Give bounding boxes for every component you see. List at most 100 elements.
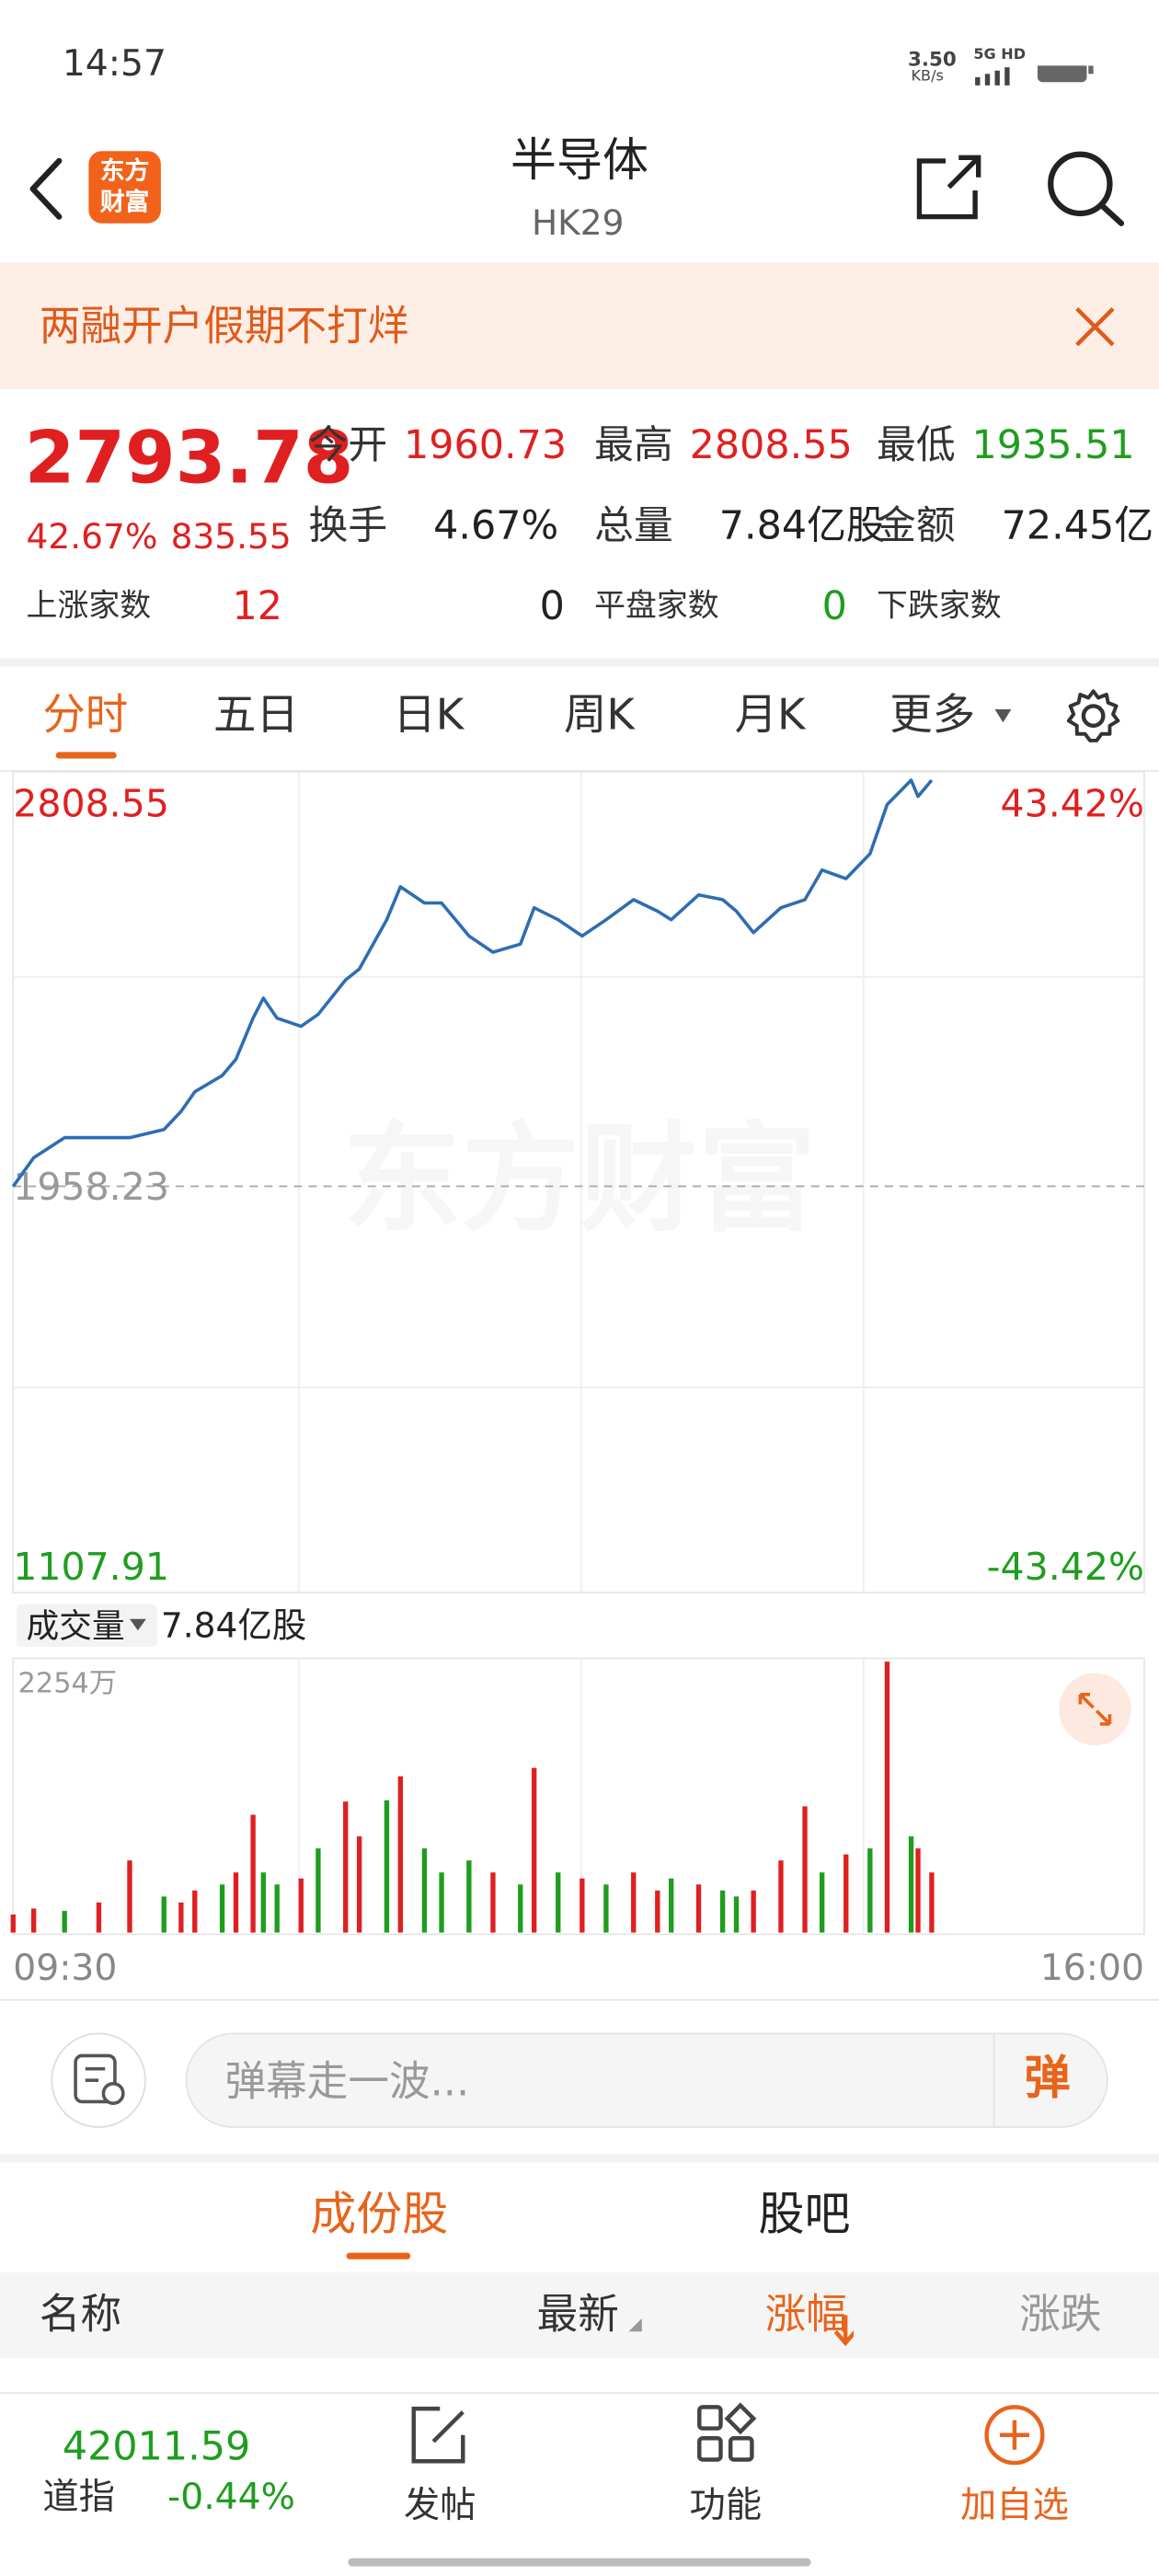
net-unit: KB/s [911, 68, 944, 86]
tab[interactable]: 周K [563, 691, 635, 741]
volume-bar [421, 1848, 428, 1933]
volume-bar [356, 1836, 362, 1933]
volume-bar [655, 1890, 660, 1933]
banner[interactable] [0, 262, 1159, 389]
comment-placeholder[interactable]: 弹幕走一波... [224, 2057, 470, 2105]
change-amount: 835.55 [170, 517, 292, 558]
volume-bar [556, 1872, 561, 1933]
index-change[interactable]: -0.44% [167, 2478, 295, 2519]
volume-bar [695, 1884, 702, 1933]
volume-bar [669, 1878, 674, 1933]
y2-tick-label: -43.42% [987, 1545, 1144, 1589]
volume-bar [908, 1836, 914, 1933]
function-icon[interactable] [694, 2402, 760, 2467]
plot-frame [12, 770, 1145, 1594]
volume-bar [531, 1767, 537, 1933]
index-value[interactable]: 42011.59 [62, 2423, 251, 2470]
volume-bar [439, 1872, 444, 1933]
status-icons [975, 65, 1094, 86]
home-indicator [348, 2558, 811, 2567]
breadth-label: 上涨家数 [26, 587, 152, 625]
volume-bar [751, 1890, 756, 1933]
field-value: 1960.73 [404, 421, 568, 468]
field-label: 最高 [594, 421, 673, 468]
dropdown-arrow [994, 708, 1012, 723]
volume-selector[interactable] [16, 1604, 158, 1648]
tab[interactable]: 月K [734, 691, 806, 741]
tab[interactable]: 五日 [212, 691, 299, 741]
y-tick-label: 2808.55 [13, 781, 169, 825]
settings-button[interactable] [1063, 686, 1122, 745]
field-value: 7.84亿股 [718, 502, 886, 549]
breadth-label: 下跌家数 [877, 587, 1002, 625]
banner-text[interactable]: 两融开户假期不打烊 [39, 302, 409, 351]
column-header[interactable]: 涨跌 [1019, 2290, 1102, 2339]
comment-settings[interactable] [51, 2032, 146, 2128]
nav-label[interactable]: 发帖 [404, 2486, 476, 2527]
breadth-label: 平盘家数 [594, 587, 719, 625]
search-button[interactable] [1044, 148, 1130, 230]
net-speed: 3.50 [907, 47, 957, 71]
volume-bar [819, 1872, 825, 1933]
breadth-value: 12 [232, 582, 282, 629]
volume-bar [298, 1878, 304, 1933]
nav-label[interactable]: 加自选 [960, 2486, 1069, 2527]
logo-text: 东方 [99, 155, 150, 186]
nav-label[interactable]: 功能 [689, 2486, 763, 2527]
x-tick-label: 16:00 [1040, 1948, 1144, 1989]
volume-bar [397, 1776, 404, 1933]
column-header[interactable]: 涨幅 [764, 2290, 847, 2339]
add-watch-icon[interactable] [981, 2402, 1047, 2467]
volume-bar [466, 1860, 472, 1933]
volume-bar [518, 1884, 523, 1933]
volume-bar [250, 1814, 256, 1933]
volume-bar [867, 1848, 873, 1933]
sub-tab[interactable]: 成份股 [310, 2187, 449, 2242]
field-value: 72.45亿 [1001, 502, 1154, 549]
intraday-chart: 2808.55 1958.23 1107.91 43.42% -43.42% 2254万 0… [0, 708, 1159, 2001]
volume-bar [233, 1872, 239, 1933]
y-tick-label: 1958.23 [13, 1165, 169, 1209]
comment-input[interactable] [185, 2032, 1108, 2128]
volume-bar [580, 1878, 585, 1933]
volume-bar [274, 1884, 280, 1933]
stock-code: HK29 [531, 203, 625, 244]
volume-total: 7.84亿股 [160, 1605, 307, 1646]
sort-arrows [628, 2315, 855, 2347]
column-header[interactable]: 名称 [39, 2290, 122, 2339]
back-button[interactable] [23, 155, 73, 224]
tab-indicator [55, 752, 117, 759]
volume-bar [260, 1872, 266, 1933]
volume-bar [884, 1662, 890, 1933]
volume-title[interactable]: 成交量 [26, 1605, 125, 1646]
divider [0, 2154, 1159, 2163]
index-name[interactable]: 道指 [42, 2478, 115, 2519]
volume-bar [343, 1801, 349, 1933]
tab[interactable]: 分时 [42, 691, 129, 741]
volume-bar [490, 1872, 496, 1933]
share-button[interactable] [912, 151, 988, 224]
tab[interactable]: 更多 [889, 691, 976, 741]
post-icon[interactable] [407, 2402, 473, 2467]
volume-bar [603, 1884, 609, 1933]
field-value: 1935.51 [971, 421, 1135, 468]
divider [0, 658, 1159, 667]
volume-bar [733, 1896, 740, 1933]
volume-bar [719, 1890, 726, 1933]
volume-bar [161, 1896, 166, 1933]
volume-bar [96, 1902, 102, 1933]
volume-bar [192, 1890, 198, 1933]
tab[interactable]: 日K [393, 691, 465, 741]
price: 2793.78 [24, 417, 354, 501]
dropdown-arrow [129, 1618, 146, 1631]
volume-bar [843, 1854, 849, 1933]
volume-bar [178, 1902, 184, 1933]
y-tick-label: 2254万 [18, 1668, 118, 1700]
expand-button[interactable] [1057, 1672, 1132, 1747]
sub-tab[interactable]: 股吧 [758, 2187, 851, 2242]
volume-bar [802, 1806, 808, 1933]
danmaku-button[interactable]: 弹 [1024, 2051, 1071, 2105]
banner-close[interactable] [1073, 305, 1116, 348]
column-header[interactable]: 最新 [536, 2290, 619, 2339]
